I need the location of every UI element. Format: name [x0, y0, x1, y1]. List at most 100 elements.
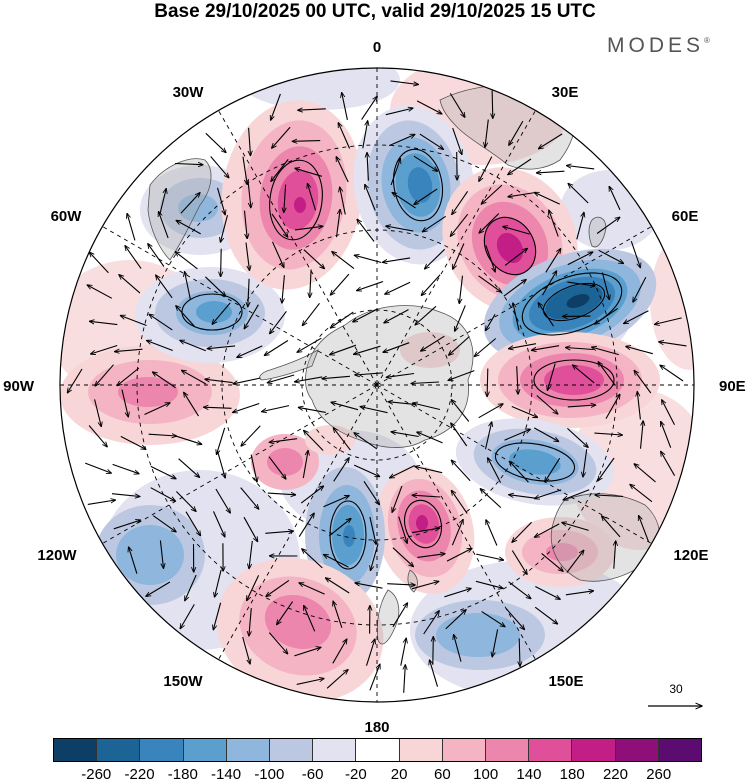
wind-arrow — [509, 120, 524, 145]
wind-arrow — [504, 429, 531, 441]
wind-arrow — [568, 183, 589, 204]
wind-arrow — [639, 516, 650, 542]
wind-arrow — [269, 438, 298, 443]
colorbar-tick-label: -220 — [124, 766, 155, 783]
wind-arrow — [659, 342, 687, 347]
wind-arrow — [596, 217, 620, 234]
wind-arrow — [391, 432, 419, 438]
wind-arrow — [111, 493, 140, 497]
contour-lines — [181, 148, 623, 570]
wind-arrow — [233, 377, 261, 384]
wind-arrow — [244, 304, 259, 329]
wind-arrow — [299, 583, 325, 595]
colorbar-segment — [313, 739, 357, 761]
lon-label-90w: 90W — [3, 378, 35, 395]
registered-mark: ® — [704, 36, 710, 45]
wind-arrow — [404, 665, 406, 693]
wind-arrow — [446, 548, 472, 562]
wind-arrow — [598, 457, 615, 481]
wind-arrow — [332, 252, 355, 270]
colorbar-tick-label: 220 — [602, 766, 628, 783]
lon-label-150w: 150W — [163, 673, 203, 690]
wind-arrow — [205, 276, 225, 296]
wind-arrow — [180, 193, 200, 214]
wind-arrow — [265, 531, 293, 533]
wind-arrow — [459, 275, 464, 304]
wind-arrow — [576, 212, 584, 240]
wind-arrow — [417, 554, 445, 558]
wind-arrow — [180, 340, 207, 352]
wind-arrow — [511, 550, 527, 575]
wind-arrow — [243, 516, 258, 541]
wind-arrow — [387, 584, 415, 585]
wind-arrow — [298, 407, 326, 413]
lon-label-60w: 60W — [51, 208, 83, 225]
wind-arrow — [148, 244, 165, 267]
wind-arrow — [415, 467, 443, 474]
wind-arrow — [634, 370, 652, 394]
brand-logo: MODES® — [607, 34, 710, 58]
wind-arrow — [174, 164, 203, 165]
wind-arrow — [486, 520, 498, 546]
wind-arrow — [247, 179, 251, 208]
wind-arrow — [369, 516, 376, 544]
wind-arrow — [212, 302, 231, 324]
antarctic-peninsula — [259, 349, 319, 381]
colorbar-tick-label: -100 — [254, 766, 285, 783]
wind-arrow — [205, 132, 226, 152]
wind-arrow — [485, 245, 495, 272]
wind-arrow — [453, 243, 465, 270]
wind-arrow — [335, 209, 341, 238]
wind-arrow — [594, 433, 622, 435]
wind-arrow — [567, 281, 595, 286]
wind-arrow — [605, 394, 620, 419]
longitude-labels: 0 30E 60E 90E 120E 150E 180 150W 120W 90… — [3, 39, 746, 736]
wind-arrow — [176, 220, 201, 235]
wind-arrow — [153, 372, 176, 389]
wind-arrow — [266, 579, 290, 596]
australia — [550, 493, 661, 582]
wind-arrow — [88, 425, 107, 447]
wind-arrow — [367, 153, 368, 181]
wind-arrow — [297, 337, 322, 352]
colorbar-tick-label: -260 — [81, 766, 112, 783]
new-zealand — [376, 589, 400, 645]
wind-arrow — [414, 188, 438, 205]
wind-arrow — [419, 133, 444, 149]
wind-arrow — [508, 581, 531, 599]
map-boundary — [59, 67, 695, 703]
wind-arrow — [277, 601, 294, 625]
wind-arrow — [146, 581, 171, 596]
wind-arrow — [451, 490, 468, 514]
wind-arrow — [388, 134, 415, 147]
wind-arrow — [156, 275, 173, 299]
wind-arrow — [215, 569, 222, 597]
wind-arrow — [512, 521, 532, 542]
wind-arrow — [385, 108, 413, 116]
wind-arrow — [517, 366, 518, 394]
wind-arrow — [538, 303, 554, 327]
wind-arrow — [448, 370, 475, 381]
wind-arrow — [94, 399, 102, 426]
lon-label-150e: 150E — [548, 673, 583, 690]
wind-arrow — [271, 213, 288, 237]
wind-arrow — [549, 210, 559, 237]
wind-arrow — [413, 403, 441, 411]
wind-arrow — [492, 90, 493, 118]
wind-arrow — [295, 226, 323, 231]
wind-arrow — [184, 392, 199, 417]
wind-arrow — [614, 541, 616, 569]
wind-arrow — [212, 511, 225, 537]
wind-arrow — [449, 336, 470, 356]
wind-arrow — [392, 193, 416, 209]
lon-label-0: 0 — [373, 39, 381, 56]
wind-arrow — [451, 519, 463, 546]
brand-text: MODES — [607, 34, 705, 57]
globe-content — [60, 68, 694, 702]
wind-arrow — [264, 340, 289, 356]
wind-arrow — [245, 242, 250, 271]
wind-arrow — [240, 487, 259, 510]
wind-arrow — [267, 493, 296, 495]
wind-arrow — [304, 606, 316, 632]
lon-label-30e: 30E — [552, 84, 579, 101]
